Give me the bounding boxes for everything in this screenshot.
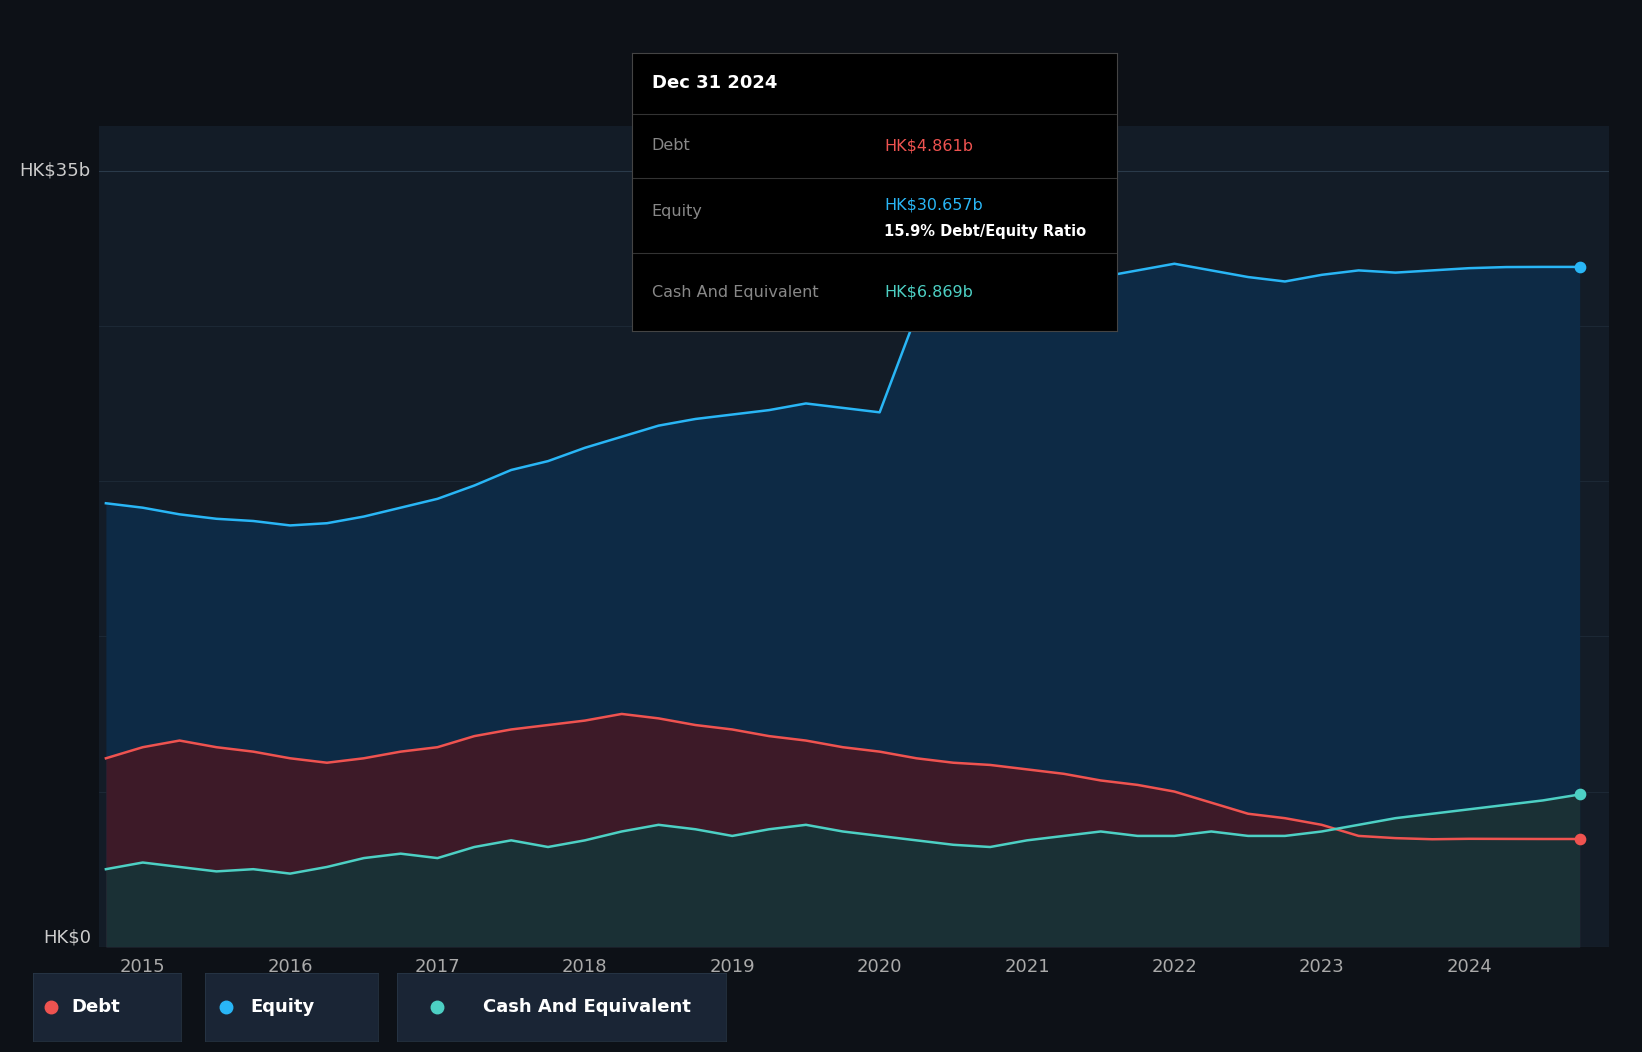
Text: HK$35b: HK$35b — [20, 162, 90, 180]
Text: Debt: Debt — [71, 998, 120, 1016]
Text: HK$4.861b: HK$4.861b — [883, 139, 974, 154]
Text: Cash And Equivalent: Cash And Equivalent — [652, 285, 818, 300]
Text: HK$6.869b: HK$6.869b — [883, 285, 974, 300]
Text: HK$30.657b: HK$30.657b — [883, 197, 984, 213]
Text: HK$0: HK$0 — [43, 929, 90, 947]
Text: Equity: Equity — [652, 204, 703, 219]
Point — [1566, 786, 1593, 803]
Text: Debt: Debt — [652, 139, 690, 154]
Text: Dec 31 2024: Dec 31 2024 — [652, 75, 777, 93]
Point — [1566, 831, 1593, 848]
Text: Cash And Equivalent: Cash And Equivalent — [483, 998, 691, 1016]
Text: 15.9% Debt/Equity Ratio: 15.9% Debt/Equity Ratio — [883, 223, 1085, 239]
Text: Equity: Equity — [250, 998, 314, 1016]
Point — [1566, 259, 1593, 276]
